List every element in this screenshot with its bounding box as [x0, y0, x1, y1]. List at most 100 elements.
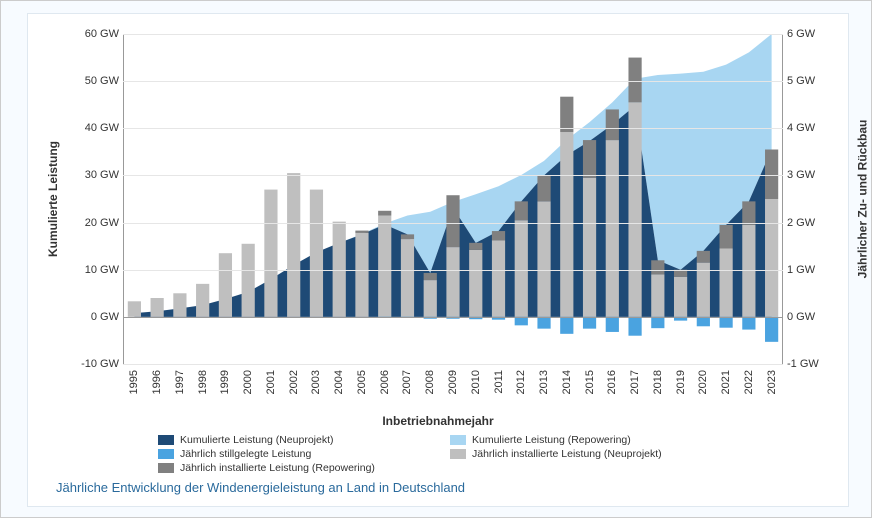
legend-item: Jährlich installierte Leistung (Repoweri… [158, 462, 438, 474]
legend-swatch [158, 435, 174, 445]
bar-installed-repower [537, 175, 550, 201]
y-right-tick: 2 GW [787, 217, 831, 229]
y-right-tick: 0 GW [787, 311, 831, 323]
grid-line [123, 34, 783, 35]
x-tick: 2022 [743, 370, 755, 394]
x-axis-label: Inbetriebnahmejahr [382, 414, 493, 428]
bar-decommissioned [742, 317, 755, 330]
y-left-tick: 10 GW [75, 264, 119, 276]
x-tick: 1997 [174, 370, 186, 394]
x-tick: 1998 [197, 370, 209, 394]
legend-swatch [158, 449, 174, 459]
bar-installed-new [378, 216, 391, 317]
x-tick: 1995 [128, 370, 140, 394]
legend-label: Kumulierte Leistung (Repowering) [472, 434, 631, 446]
x-tick: 2006 [379, 370, 391, 394]
bar-decommissioned [515, 317, 528, 325]
plot-area: Kumulierte Leistung Jährlicher Zu- und R… [123, 34, 783, 364]
x-tick: 2017 [629, 370, 641, 394]
y-right-tick: 6 GW [787, 28, 831, 40]
x-tick: 2003 [310, 370, 322, 394]
bar-installed-new [219, 253, 232, 317]
bar-installed-new [264, 190, 277, 317]
y-left-tick: 50 GW [75, 75, 119, 87]
x-tick: 1999 [219, 370, 231, 394]
bar-installed-new [674, 277, 687, 317]
bar-installed-new [151, 298, 164, 317]
x-tick: 2010 [470, 370, 482, 394]
y-left-tick: 0 GW [75, 311, 119, 323]
bar-installed-new [560, 132, 573, 317]
x-tick: 2007 [401, 370, 413, 394]
legend-item: Jährlich installierte Leistung (Neuproje… [450, 448, 730, 460]
x-tick: 1996 [151, 370, 163, 394]
x-tick: 2020 [697, 370, 709, 394]
bar-installed-repower [469, 243, 482, 250]
bar-installed-new [446, 247, 459, 317]
bar-decommissioned [606, 317, 619, 332]
bar-decommissioned [765, 317, 778, 342]
bar-installed-new [742, 225, 755, 317]
bar-installed-new [537, 201, 550, 317]
bar-installed-new [310, 190, 323, 317]
bar-decommissioned [537, 317, 550, 329]
bar-installed-repower [651, 260, 664, 274]
grid-line [123, 223, 783, 224]
legend-label: Jährlich installierte Leistung (Repoweri… [180, 462, 375, 474]
bar-decommissioned [628, 317, 641, 336]
legend-swatch [450, 449, 466, 459]
bar-installed-repower [742, 201, 755, 225]
x-tick: 2000 [242, 370, 254, 394]
y-axis-left-label: Kumulierte Leistung [46, 141, 60, 257]
bar-installed-repower [628, 58, 641, 103]
bar-installed-new [173, 293, 186, 317]
legend: Kumulierte Leistung (Neuprojekt) Kumulier… [158, 434, 748, 476]
x-tick: 2023 [766, 370, 778, 394]
bar-decommissioned [560, 317, 573, 334]
bar-installed-repower [697, 251, 710, 263]
bar-installed-new [492, 240, 505, 316]
y-right-tick: 1 GW [787, 264, 831, 276]
x-tick: 2015 [584, 370, 596, 394]
y-right-tick: -1 GW [787, 358, 831, 370]
legend-item: Jährlich stillgelegte Leistung [158, 448, 438, 460]
x-tick: 2016 [606, 370, 618, 394]
x-tick: 2009 [447, 370, 459, 394]
bar-installed-repower [515, 201, 528, 220]
bar-installed-repower [720, 225, 733, 249]
bar-installed-new [697, 263, 710, 317]
y-right-tick: 5 GW [787, 75, 831, 87]
x-tick: 2004 [333, 370, 345, 394]
bar-installed-new [242, 244, 255, 317]
grid-line [123, 317, 783, 318]
bar-installed-new [128, 301, 141, 317]
bar-decommissioned [697, 317, 710, 326]
bar-installed-new [583, 178, 596, 317]
legend-label: Jährlich installierte Leistung (Neuproje… [472, 448, 662, 460]
x-tick: 2011 [493, 370, 505, 394]
legend-item: Kumulierte Leistung (Repowering) [450, 434, 730, 446]
grid-line [123, 175, 783, 176]
legend-label: Kumulierte Leistung (Neuprojekt) [180, 434, 334, 446]
y-left-tick: -10 GW [75, 358, 119, 370]
grid-line [123, 364, 783, 365]
bar-decommissioned [651, 317, 664, 328]
y-axis-right-label: Jährlicher Zu- und Rückbau [856, 120, 870, 279]
legend-item: Kumulierte Leistung (Neuprojekt) [158, 434, 438, 446]
x-tick: 2021 [720, 370, 732, 394]
bar-installed-repower [446, 195, 459, 247]
y-right-tick: 4 GW [787, 122, 831, 134]
legend-swatch [450, 435, 466, 445]
bar-installed-new [469, 250, 482, 317]
bar-installed-repower [492, 231, 505, 240]
bar-decommissioned [720, 317, 733, 328]
bar-installed-new [720, 249, 733, 317]
x-tick: 2005 [356, 370, 368, 394]
bar-installed-new [628, 102, 641, 317]
bar-installed-repower [674, 270, 687, 277]
bar-installed-new [355, 233, 368, 317]
x-tick: 2019 [675, 370, 687, 394]
bar-installed-repower [424, 273, 437, 280]
grid-line [123, 270, 783, 271]
chart-container: Kumulierte Leistung Jährlicher Zu- und R… [27, 13, 849, 507]
